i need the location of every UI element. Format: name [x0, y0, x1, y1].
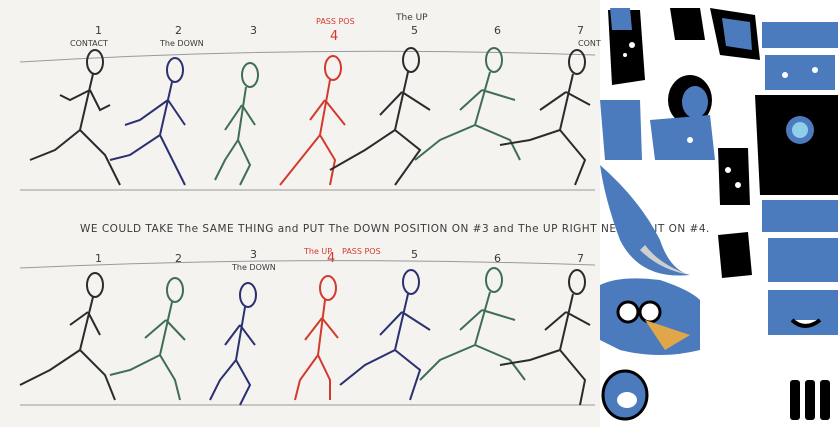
top-figure-1 [29, 49, 121, 186]
part-toe-icon [790, 380, 800, 420]
annotation-the-down: The DOWN [159, 39, 204, 48]
annotation-the-down: The DOWN [231, 263, 276, 272]
annotation-the-up: The UP [395, 13, 428, 23]
frame-number-1: 1 [95, 24, 102, 37]
part-dot-icon [629, 42, 635, 48]
part-dot-icon [735, 182, 741, 188]
bottom-arc-line [19, 260, 596, 269]
part-mouth-icon [790, 318, 822, 328]
part-dot-icon [812, 67, 818, 73]
frame-number-6: 6 [494, 252, 501, 265]
frame-number-6: 6 [494, 24, 501, 37]
part-toe-icon [805, 380, 815, 420]
bottom-figure-1 [19, 272, 116, 401]
bottom-figure-5 [339, 269, 431, 401]
top-figure-6 [414, 47, 521, 161]
annotation-pass-pos: PASS POS [316, 17, 355, 26]
sheet-caption: WE COULD TAKE The SAME THING and PUT The… [80, 223, 710, 235]
top-figure-3 [214, 62, 259, 186]
part-beak-icon [645, 320, 690, 350]
character-parts-sheet [600, 8, 838, 421]
annotation-contact-end: CONT [578, 39, 601, 48]
bottom-figure-7 [499, 269, 591, 406]
frame-number-5: 5 [411, 248, 418, 261]
annotation-pass-pos: PASS POS [342, 247, 381, 256]
part-tail-icon [600, 165, 690, 276]
annotation-contact: CONTACT [70, 39, 108, 48]
part-eye-icon [638, 300, 662, 324]
frame-number-7: 7 [577, 24, 584, 37]
part-torso-mid-icon [765, 55, 835, 90]
top-row: 1 2 3 4 5 6 7 CONTACT The DOWN PASS POS … [19, 13, 601, 191]
top-figure-5 [329, 47, 431, 186]
part-forearm-icon [718, 148, 750, 205]
top-figure-7 [499, 49, 591, 186]
part-hip-icon [762, 200, 838, 232]
part-foot-icon [718, 232, 752, 278]
part-arm-icon [600, 100, 642, 160]
frame-number-5: 5 [411, 24, 418, 37]
part-hair-icon [670, 8, 705, 40]
part-dot-icon [623, 53, 627, 57]
part-wing-inner-icon [722, 18, 752, 50]
part-torso-top-icon [762, 22, 838, 48]
frame-number-4: 4 [330, 29, 338, 44]
part-dot-icon [687, 137, 693, 143]
frame-number-1: 1 [95, 252, 102, 265]
part-face-icon [768, 290, 838, 335]
part-belly-highlight-icon [792, 122, 808, 138]
frame-number-4: 4 [327, 251, 335, 266]
part-leg-upper-icon [768, 238, 838, 282]
frame-number-3: 3 [250, 248, 257, 261]
bottom-figure-4 [294, 275, 339, 401]
part-dot-icon [725, 167, 731, 173]
bottom-figure-6 [419, 267, 526, 381]
top-arc-line [19, 50, 596, 63]
part-feather-icon [640, 245, 690, 275]
part-head-blue-icon [682, 86, 708, 118]
top-figure-4 [279, 55, 346, 186]
top-figure-2 [109, 57, 186, 186]
frame-number-2: 2 [175, 252, 182, 265]
frame-number-3: 3 [250, 24, 257, 37]
part-shoe-icon [610, 8, 632, 30]
bottom-row: 1 2 3 4 5 6 7 The DOWN The UP PASS POS [19, 247, 596, 406]
part-body-icon [755, 95, 838, 195]
part-dot-icon [782, 72, 788, 78]
annotation-the-up: The UP [303, 247, 332, 256]
part-palm-icon [617, 392, 637, 408]
frame-number-7: 7 [577, 252, 584, 265]
part-shoulder-icon [650, 115, 715, 160]
frame-number-2: 2 [175, 24, 182, 37]
bottom-figure-2 [109, 277, 186, 401]
part-toe-icon [820, 380, 830, 420]
part-eye-icon [616, 300, 640, 324]
bottom-figure-3 [209, 282, 257, 406]
